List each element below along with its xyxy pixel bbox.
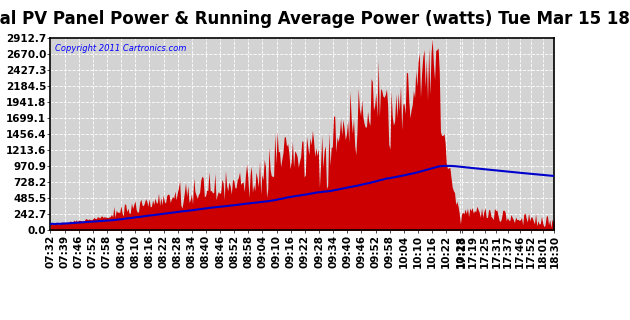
- Text: Total PV Panel Power & Running Average Power (watts) Tue Mar 15 18:36: Total PV Panel Power & Running Average P…: [0, 10, 630, 28]
- Text: Copyright 2011 Cartronics.com: Copyright 2011 Cartronics.com: [55, 44, 187, 53]
